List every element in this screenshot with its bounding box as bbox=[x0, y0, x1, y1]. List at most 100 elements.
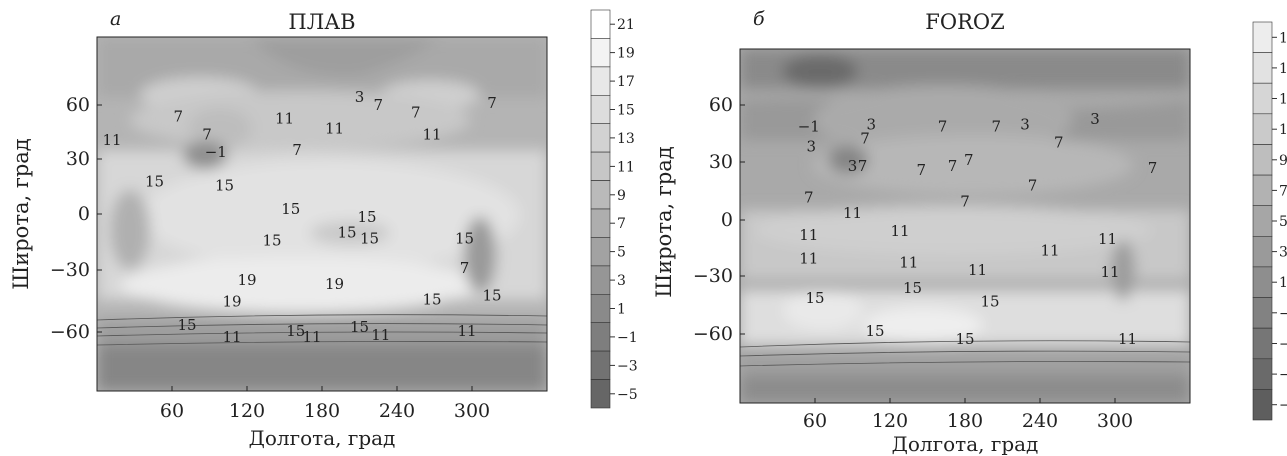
contour-label: 7 bbox=[1028, 177, 1038, 195]
contour-label: 7 bbox=[964, 151, 974, 169]
contour-label: 11 bbox=[1100, 263, 1119, 281]
x-axis: 60 120 180 240 300 Долгота, град bbox=[803, 398, 1133, 456]
contour-label: 19 bbox=[237, 271, 256, 289]
x-tick-label: 300 bbox=[1097, 410, 1133, 432]
colorbar-segment bbox=[1252, 205, 1273, 237]
colorbar-label: 13 bbox=[617, 131, 635, 147]
colorbar-label: 19 bbox=[617, 46, 635, 62]
y-tick-label: 60 bbox=[66, 94, 90, 116]
contour-label: 15 bbox=[805, 289, 824, 307]
colorbar-label: 21 bbox=[617, 17, 635, 33]
colorbar-segment bbox=[1252, 82, 1273, 115]
contour-label: −1 bbox=[798, 118, 820, 136]
contour-label: 11 bbox=[275, 110, 294, 128]
contour-label: 7 bbox=[460, 259, 470, 277]
contour-label: 7 bbox=[374, 96, 384, 114]
x-tick-label: 120 bbox=[229, 400, 265, 422]
y-tick-label: −60 bbox=[50, 321, 90, 343]
contour-label: 15 bbox=[955, 330, 974, 348]
contour-label: 7 bbox=[411, 104, 421, 122]
contour-label: 19 bbox=[325, 275, 344, 293]
x-axis-label: Долгота, град bbox=[892, 432, 1039, 456]
contour-label: 3 bbox=[848, 157, 858, 175]
colorbar-segment bbox=[1252, 113, 1273, 145]
contour-label: 15 bbox=[865, 322, 884, 340]
contour-label: 11 bbox=[799, 226, 818, 244]
contour-label: 7 bbox=[917, 161, 927, 179]
colorbar-segment bbox=[1252, 389, 1273, 421]
colorbar-segment bbox=[590, 180, 611, 210]
contour-label: 15 bbox=[215, 177, 234, 195]
colorbar: 17 15 13 11 9 7 5 3 1 −1 −3 −5 −7 bbox=[1252, 21, 1287, 421]
contour-label: 15 bbox=[177, 316, 196, 334]
contour-label: 7 bbox=[1148, 159, 1158, 177]
colorbar-label: 5 bbox=[1279, 214, 1287, 230]
contour-label: 15 bbox=[903, 279, 922, 297]
colorbar-segment bbox=[590, 66, 611, 96]
contour-label: 11 bbox=[302, 328, 321, 346]
contour-label: 7 bbox=[960, 192, 970, 210]
y-axis-label: Широта, град bbox=[652, 146, 676, 297]
contour-label: 15 bbox=[281, 200, 300, 218]
y-tick-label: 60 bbox=[709, 94, 733, 116]
contour-label: 15 bbox=[286, 322, 305, 340]
contour-label: 11 bbox=[371, 326, 390, 344]
contour-label: 11 bbox=[899, 253, 918, 271]
x-tick-label: 180 bbox=[304, 400, 340, 422]
colorbar-label: 9 bbox=[1279, 153, 1287, 169]
colorbar-label: 11 bbox=[1279, 122, 1287, 138]
colorbar-segment bbox=[590, 322, 611, 352]
colorbar-segment bbox=[1252, 174, 1273, 207]
y-tick-label: 30 bbox=[709, 151, 733, 173]
colorbar-segment bbox=[590, 350, 611, 380]
colorbar-label: 15 bbox=[617, 103, 635, 119]
contour-label: 11 bbox=[457, 322, 476, 340]
chart-title: FOROZ bbox=[925, 10, 1004, 34]
contour-label: 15 bbox=[422, 291, 441, 309]
contour-label: 3 bbox=[867, 116, 877, 134]
x-tick-label: 180 bbox=[947, 410, 983, 432]
colorbar-segment bbox=[1252, 52, 1273, 84]
x-tick-label: 300 bbox=[454, 400, 490, 422]
contour-fill-map bbox=[97, 37, 547, 391]
x-tick-label: 240 bbox=[379, 400, 415, 422]
colorbar-label: 3 bbox=[1279, 245, 1287, 261]
contour-label: 11 bbox=[102, 131, 121, 149]
contour-label: 11 bbox=[222, 328, 241, 346]
colorbar-segment bbox=[590, 151, 611, 181]
colorbar-segment bbox=[590, 95, 611, 125]
contour-label: 7 bbox=[948, 157, 958, 175]
contour-label: 3 bbox=[355, 88, 365, 106]
colorbar-label: 17 bbox=[1279, 30, 1287, 46]
contour-label: 11 bbox=[890, 222, 909, 240]
colorbar-label: 15 bbox=[1279, 61, 1287, 77]
colorbar-label: −7 bbox=[1279, 398, 1287, 414]
colorbar-segment bbox=[590, 123, 611, 153]
contour-label: 15 bbox=[337, 224, 356, 242]
colorbar-label: 1 bbox=[617, 302, 626, 318]
colorbar-label: −5 bbox=[617, 387, 638, 403]
contour-label: 11 bbox=[422, 125, 441, 143]
colorbar: 21 19 17 15 13 11 9 7 5 3 1 −1 −3 −5 bbox=[590, 9, 638, 409]
contour-label: 3 bbox=[1020, 116, 1030, 134]
contour-label: 15 bbox=[145, 173, 164, 191]
colorbar-segment bbox=[1252, 358, 1273, 390]
colorbar-segment bbox=[590, 38, 611, 68]
contour-label: 7 bbox=[804, 189, 814, 207]
colorbar-segment bbox=[590, 208, 611, 238]
contour-label: 11 bbox=[1040, 242, 1059, 260]
contour-label: 7 bbox=[487, 94, 497, 112]
colorbar-segment bbox=[1252, 21, 1273, 53]
colorbar-label: 1 bbox=[1279, 275, 1287, 291]
x-tick-label: 60 bbox=[160, 400, 184, 422]
colorbar-segment bbox=[1252, 266, 1273, 298]
colorbar-segment bbox=[590, 265, 611, 295]
colorbar-label: 13 bbox=[1279, 92, 1287, 108]
x-axis-label: Долгота, град bbox=[249, 426, 396, 450]
contour-label: 11 bbox=[843, 204, 862, 222]
x-tick-label: 60 bbox=[803, 410, 827, 432]
contour-label: 3 bbox=[807, 137, 817, 155]
